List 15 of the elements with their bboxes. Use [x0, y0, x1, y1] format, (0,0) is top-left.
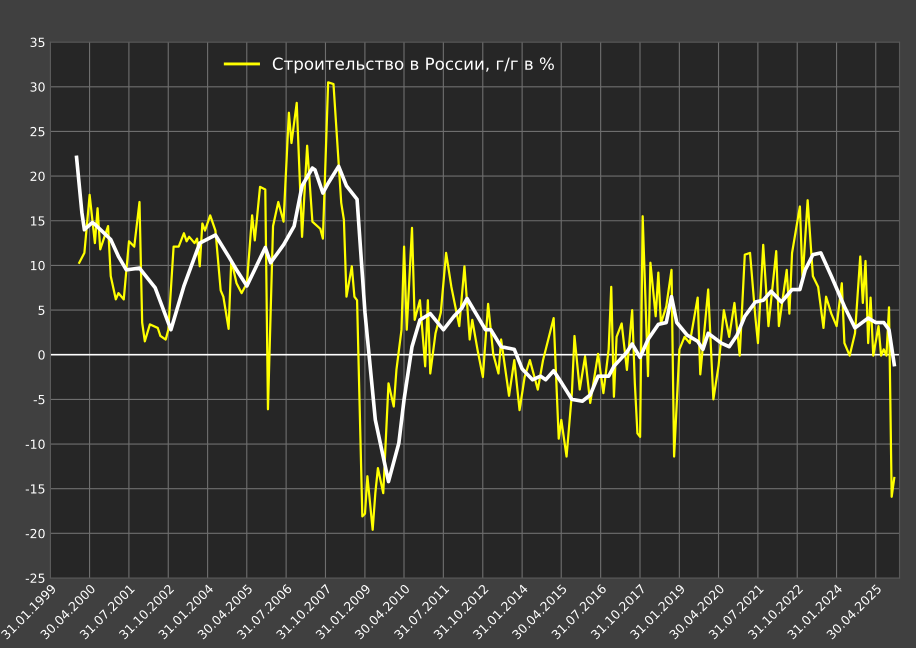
- y-tick-label: 35: [30, 38, 44, 48]
- y-tick-label: 30: [30, 82, 45, 92]
- y-tick-label: -5: [34, 395, 44, 404]
- y-tick-label: 15: [30, 216, 44, 226]
- y-tick-label: 20: [30, 172, 45, 182]
- legend-label: Строительство в России, г/г в %: [272, 57, 554, 74]
- y-tick-label: -10: [26, 440, 45, 449]
- y-tick-label: 5: [38, 306, 44, 315]
- line-series: [78, 81, 896, 531]
- y-tick-label: -25: [26, 573, 44, 583]
- y-tick-label: 25: [30, 126, 44, 136]
- y-tick-label: 10: [30, 260, 45, 270]
- y-tick-label: 0: [38, 350, 45, 360]
- y-tick-label: -20: [26, 528, 45, 538]
- y-tick-label: -15: [26, 484, 44, 494]
